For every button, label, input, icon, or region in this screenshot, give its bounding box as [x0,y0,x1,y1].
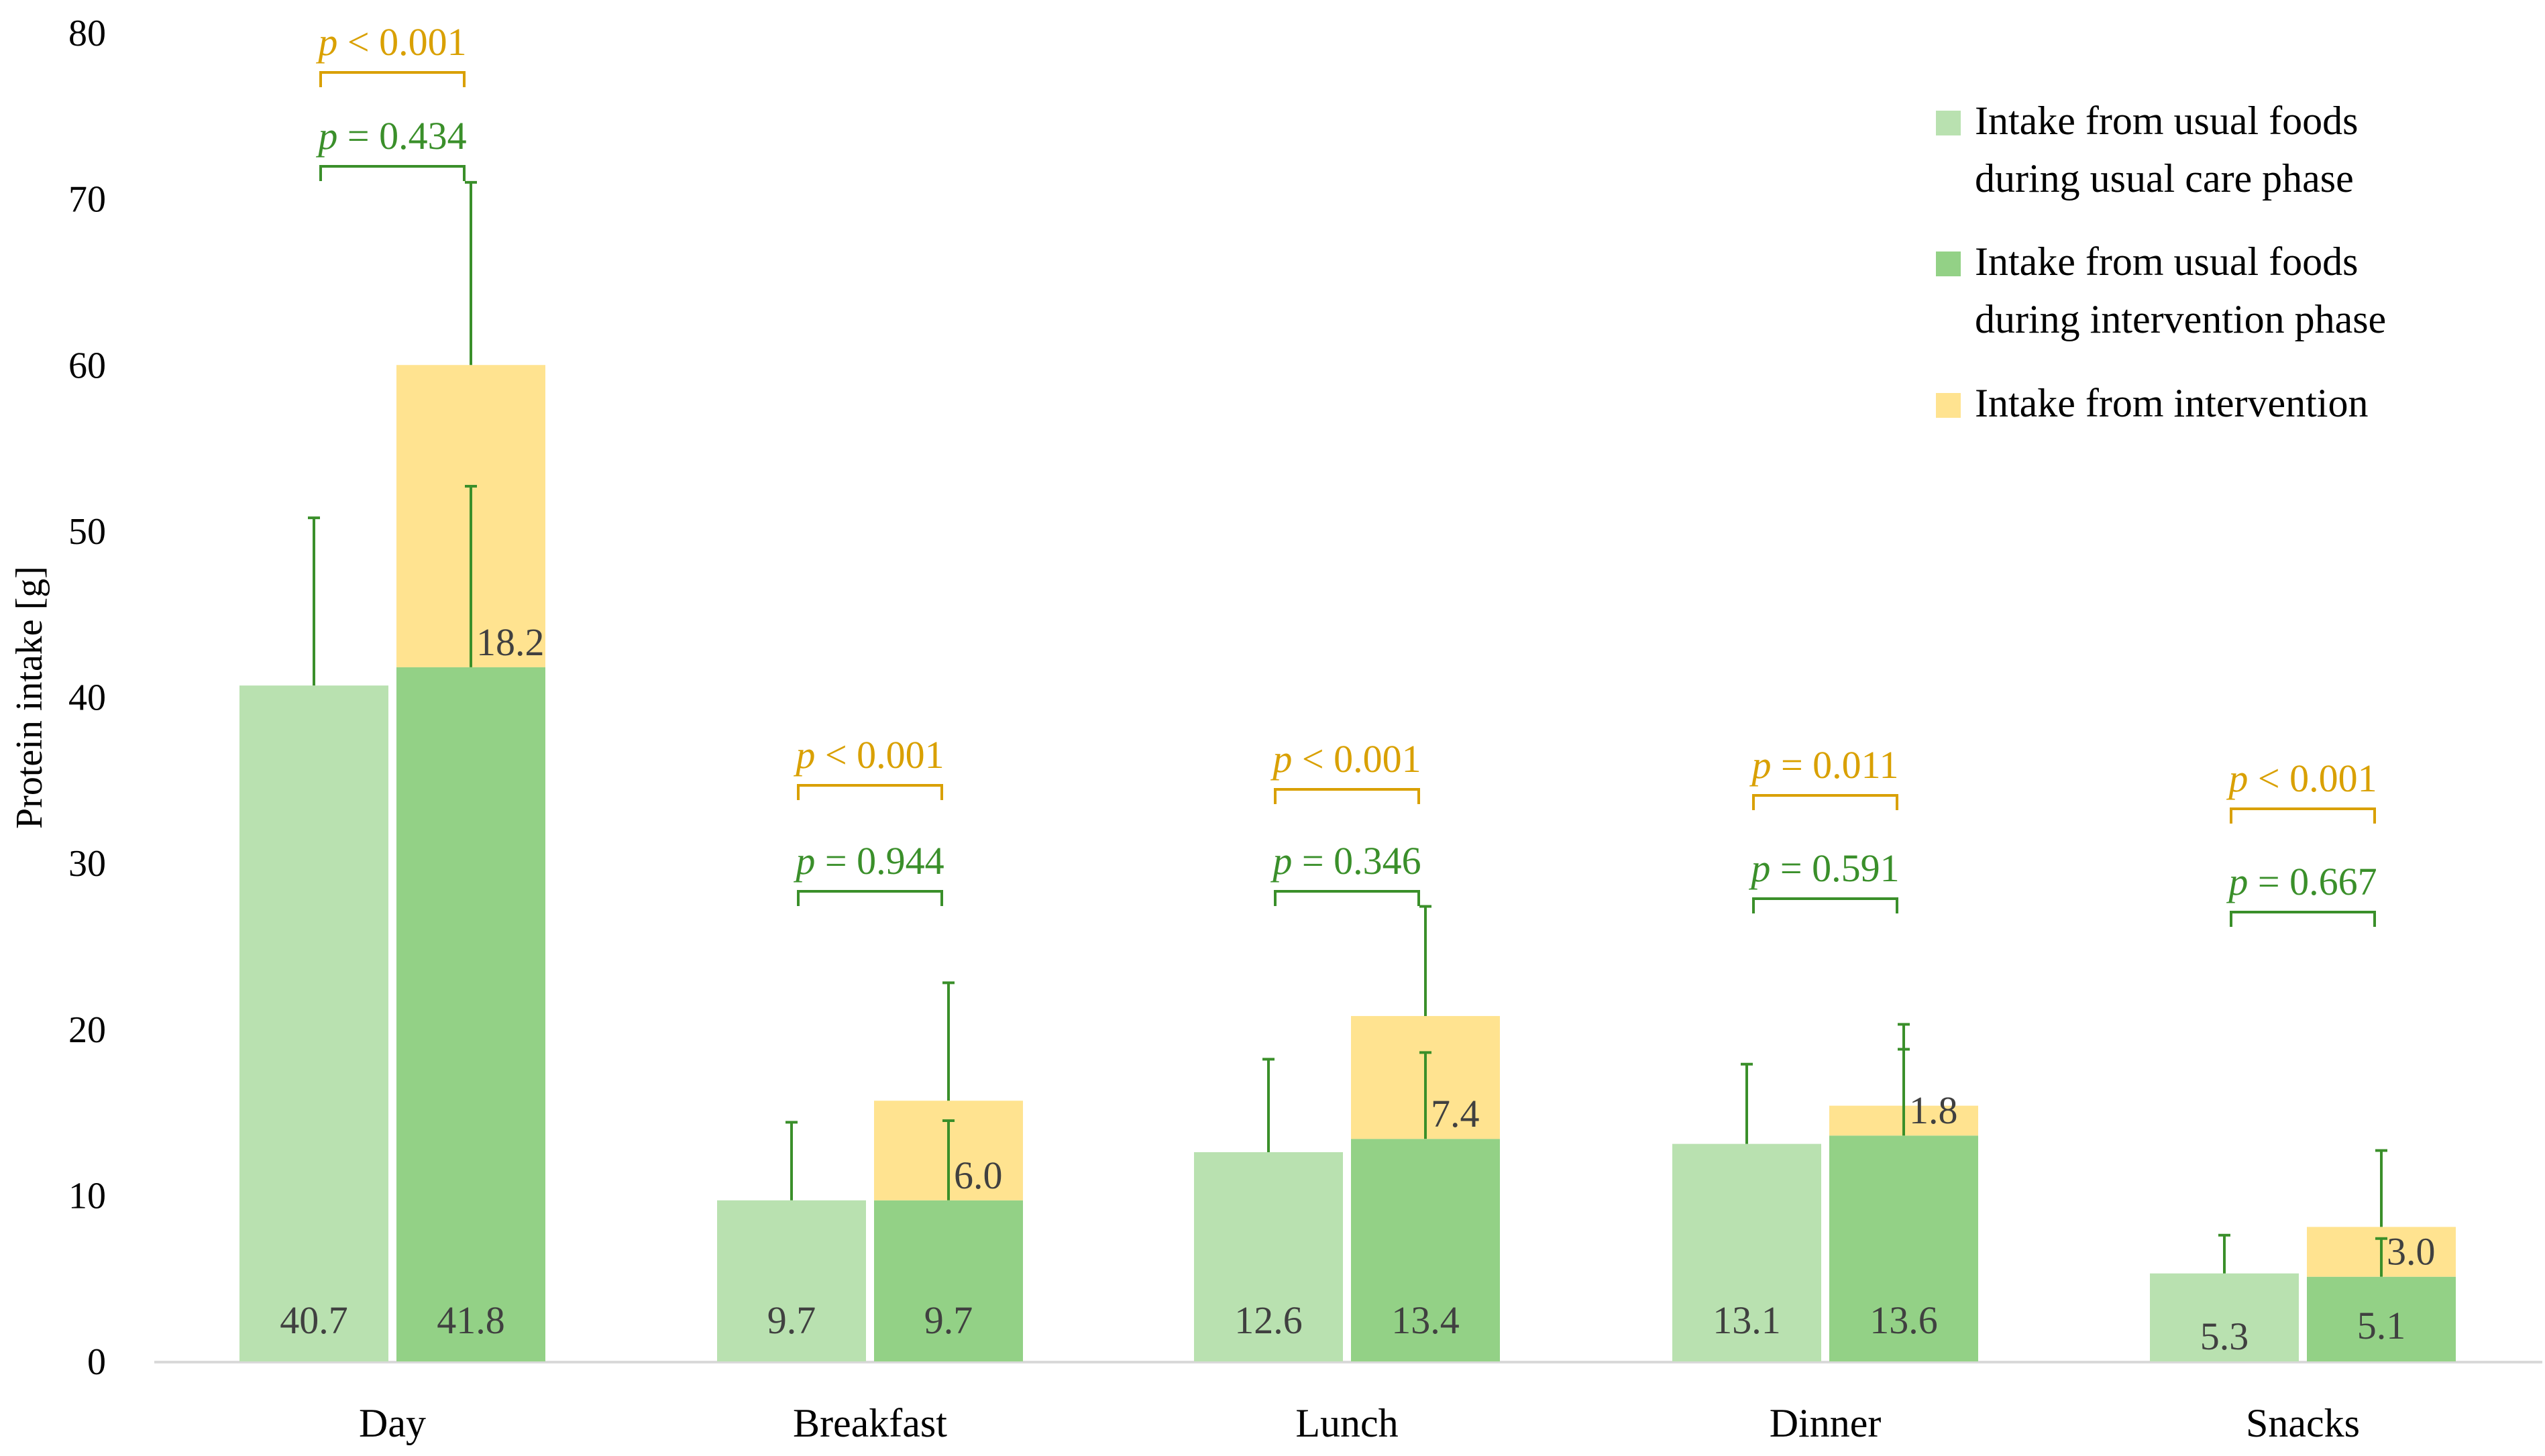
p-value-text: = 0.944 [815,839,944,883]
p-bracket-total-intake [2230,807,2376,824]
bar-intervention-usual-foods [2307,1276,2456,1361]
p-symbol: p [1749,743,1771,787]
p-bracket-usual-foods [1752,897,1898,913]
value-label-intervention: 1.8 [1909,1088,1958,1132]
y-tick-label: 50 [68,511,106,553]
legend-swatch [1936,393,1961,418]
bar-usual-care [239,685,388,1361]
bar-intervention-usual-foods [1829,1135,1978,1361]
y-tick-label: 10 [68,1175,106,1217]
p-symbol: p [793,839,815,883]
value-label-usual-care: 13.1 [1713,1298,1781,1342]
x-tick-label: Snacks [2246,1401,2360,1445]
value-label-intervention-usual-foods: 13.4 [1391,1298,1460,1342]
value-label-usual-care: 40.7 [280,1298,348,1342]
value-label-intervention: 18.2 [476,620,545,664]
legend-label: Intake from usual foods [1975,239,2359,284]
p-label-total-intake: p < 0.001 [793,733,944,777]
p-symbol: p [1270,737,1292,781]
p-value-text: = 0.591 [1770,846,1899,890]
p-value-text: < 0.001 [337,20,466,64]
bar-intervention-usual-foods [874,1200,1023,1361]
x-tick-label: Lunch [1295,1401,1398,1445]
p-value-text: < 0.001 [2248,757,2377,800]
y-tick-label: 40 [68,677,106,719]
legend-label: Intake from intervention [1975,381,2368,425]
value-label-intervention-usual-foods: 9.7 [924,1298,973,1342]
p-bracket-usual-foods [319,165,466,181]
value-label-usual-care: 9.7 [767,1298,816,1342]
p-label-usual-foods: p = 0.434 [315,114,466,158]
p-symbol: p [1270,839,1292,883]
p-bracket-total-intake [319,71,466,87]
value-label-intervention: 7.4 [1431,1092,1480,1135]
legend-label: during usual care phase [1975,156,2354,201]
y-tick-label: 30 [68,843,106,885]
p-label-total-intake: p < 0.001 [315,20,466,64]
p-bracket-total-intake [1274,788,1420,804]
x-tick-labels: Day Breakfast Lunch Dinner Snacks [359,1401,2360,1445]
y-tick-label: 70 [68,179,106,221]
x-tick-label: Dinner [1770,1401,1882,1445]
p-value-text: < 0.001 [815,733,944,777]
legend: Intake from usual foods during usual care… [1936,99,2386,425]
p-value-text: = 0.346 [1292,839,1421,883]
p-bracket-total-intake [1752,794,1898,810]
value-label-usual-care: 5.3 [2200,1314,2249,1358]
p-label-total-intake: p = 0.011 [1749,743,1898,787]
p-symbol: p [2226,757,2248,800]
p-value-text: < 0.001 [1292,737,1421,781]
x-tick-label: Day [359,1401,426,1445]
value-labels: 40.7 41.8 18.2 9.7 9.7 6.0 12.6 13.4 7.4 13.1 13.6… [280,620,2435,1358]
p-label-usual-foods: p = 0.346 [1270,839,1421,883]
value-label-intervention-usual-foods: 5.1 [2357,1304,2406,1347]
p-value-text: = 0.011 [1771,743,1898,787]
y-tick-label: 20 [68,1009,106,1051]
p-label-usual-foods: p = 0.591 [1748,846,1899,890]
legend-label: Intake from usual foods [1975,99,2359,143]
bar-usual-care [2150,1273,2299,1361]
error-bars [308,180,2387,1277]
p-symbol: p [315,114,337,158]
bar-intervention-usual-foods [1351,1139,1500,1361]
p-bracket-usual-foods [2230,911,2376,927]
p-bracket-usual-foods [1274,890,1420,906]
bar-usual-care [1194,1152,1343,1361]
p-symbol: p [1748,846,1770,890]
value-label-intervention-usual-foods: 41.8 [437,1298,505,1342]
axes: 0 10 20 30 40 50 60 70 80 [68,13,2542,1383]
x-tick-label: Breakfast [793,1401,947,1445]
value-label-intervention: 6.0 [954,1154,1003,1197]
value-label-intervention: 3.0 [2387,1230,2436,1274]
value-label-usual-care: 12.6 [1234,1298,1303,1342]
p-symbol: p [315,20,337,64]
p-symbol: p [2226,860,2248,903]
bar-intervention-usual-foods [396,667,545,1361]
p-bracket-total-intake [797,784,943,800]
p-symbol: p [793,733,815,777]
p-bracket-usual-foods [797,890,943,906]
p-label-total-intake: p < 0.001 [2226,757,2377,800]
bars [239,365,2456,1361]
p-label-total-intake: p < 0.001 [1270,737,1421,781]
value-label-intervention-usual-foods: 13.6 [1870,1298,1938,1342]
bar-usual-care [717,1200,866,1361]
y-tick-label: 0 [87,1341,106,1383]
bar-usual-care [1672,1143,1821,1361]
legend-swatch [1936,111,1961,135]
legend-swatch [1936,251,1961,276]
p-label-usual-foods: p = 0.944 [793,839,944,883]
p-value-text: = 0.667 [2248,860,2377,903]
y-tick-label: 80 [68,13,106,54]
y-axis-label: Protein intake [g] [9,566,50,829]
p-value-text: = 0.434 [337,114,466,158]
legend-label: during intervention phase [1975,297,2386,341]
p-label-usual-foods: p = 0.667 [2226,860,2377,903]
y-tick-label: 60 [68,345,106,386]
